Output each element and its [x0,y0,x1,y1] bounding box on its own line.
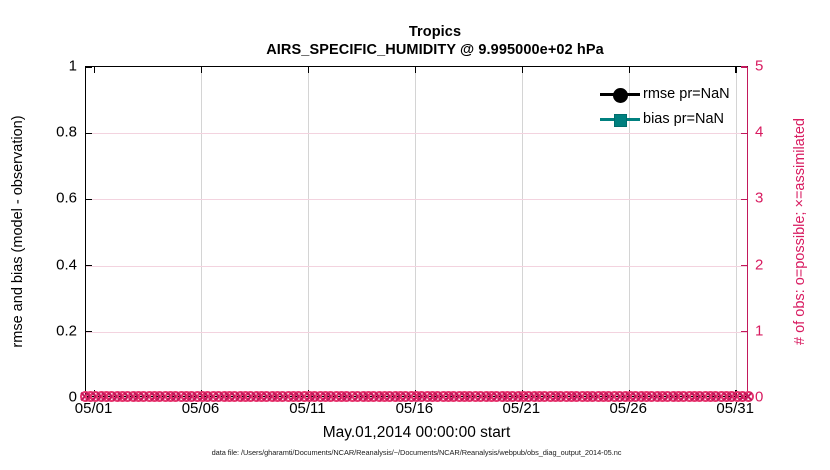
x-axis-tick [628,67,630,73]
x-axis-tick [200,67,203,73]
x-tick-label: 05/26 [609,400,647,417]
x-tick-label: 05/16 [395,400,434,417]
y-tick-label-left: 0.4 [56,256,77,274]
gridline-vertical [629,67,631,396]
x-axis-tick [735,67,737,73]
y-axis-tick-left [86,331,92,333]
y-tick-label-right: 2 [755,256,764,274]
y-axis-label-right: # of obs: o=possible; ×=assimilated [792,118,808,345]
x-axis-tick [307,390,310,396]
chart-title-block: Tropics AIRS_SPECIFIC_HUMIDITY @ 9.99500… [0,24,830,59]
x-tick-label: 05/21 [502,400,541,417]
y-axis-tick-right [741,397,747,399]
y-axis-tick-left [86,132,92,134]
x-axis-tick [521,390,523,396]
y-axis-label-left: rmse and bias (model - observation) [10,115,26,348]
y-axis-tick-left [86,397,92,399]
x-tick-label: 05/31 [716,400,754,417]
y-tick-label-left: 0.6 [56,189,77,207]
legend-label-bias: bias pr=NaN [643,111,724,127]
x-axis-tick [628,390,630,396]
rmse-circle-marker-icon [600,84,640,104]
gridline-horizontal [86,199,747,201]
x-axis-tick [93,67,96,73]
x-tick-label: 05/01 [74,400,113,417]
y-axis-tick-right [741,331,747,333]
x-axis-tick [414,390,417,396]
bias-square-marker-icon [600,109,640,129]
x-axis-tick [414,67,417,73]
y-axis-tick-left [86,198,92,201]
y-tick-label-left: 0.8 [56,123,77,141]
x-axis-tick [200,390,203,396]
x-axis-tick [307,67,310,73]
y-tick-label-right: 0 [755,388,764,406]
page-title: Tropics [408,24,462,40]
data-file-note: data file: /Users/gharamti/Documents/NCA… [211,448,622,457]
gridline-vertical [522,67,524,396]
x-tick-label: 05/06 [181,400,220,417]
y-axis-tick-right [741,132,747,134]
y-axis-tick-right [741,264,747,267]
y-axis-tick-left [86,66,92,68]
legend-label-rmse: rmse pr=NaN [643,86,730,102]
y-tick-label-left: 0.2 [56,322,77,340]
gridline-vertical [736,67,738,396]
chart-legend: rmse pr=NaN bias pr=NaN [600,84,730,129]
x-axis-label: May.01,2014 00:00:00 start [322,424,511,441]
y-tick-label-left: 1 [68,57,77,75]
legend-item-rmse[interactable]: rmse pr=NaN [600,84,730,104]
chart-subtitle: AIRS_SPECIFIC_HUMIDITY @ 9.995000e+02 hP… [266,41,604,58]
legend-item-bias[interactable]: bias pr=NaN [600,109,730,129]
gridline-vertical [201,67,203,396]
gridline-vertical [308,67,310,396]
gridline-horizontal [86,133,747,135]
y-tick-label-right: 1 [755,322,764,340]
y-axis-tick-left [86,264,92,267]
y-tick-label-right: 5 [755,57,764,75]
y-tick-label-left: 0 [68,388,77,406]
y-tick-label-right: 4 [755,123,764,141]
gridline-horizontal [86,331,747,333]
y-axis-tick-right [741,66,747,68]
y-axis-tick-right [741,198,747,201]
x-tick-label: 05/11 [289,400,326,417]
gridline-horizontal [86,265,747,267]
plot-area [85,66,748,399]
x-axis-tick [521,67,523,73]
y-tick-label-right: 3 [755,189,764,207]
x-axis-tick [93,390,96,396]
gridline-vertical [415,67,417,396]
x-axis-tick [735,390,737,396]
